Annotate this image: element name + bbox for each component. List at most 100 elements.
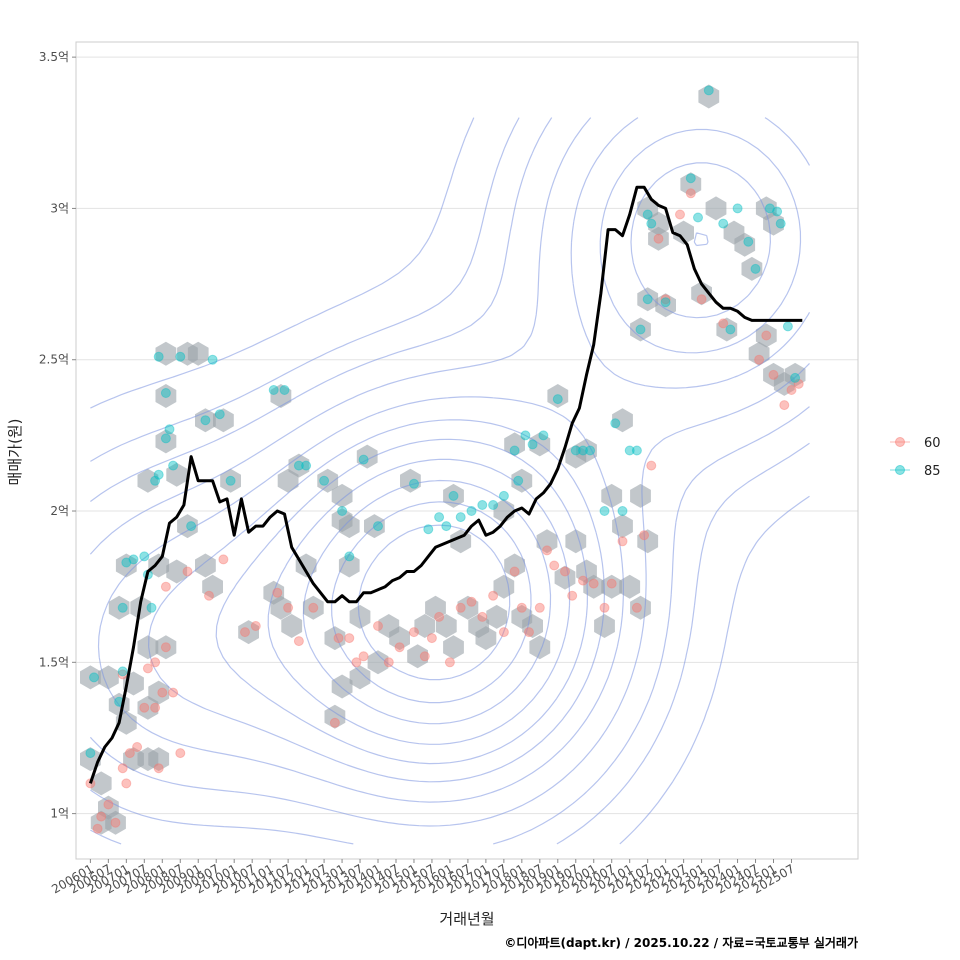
hexbin-cell xyxy=(648,226,669,251)
scatter-point-85 xyxy=(513,475,524,486)
x-axis-title: 거래년월 xyxy=(439,910,494,928)
y-axis: 1억 1.5억 2억 2.5억 3억 3.5억 xyxy=(39,50,76,821)
scatter-point-85 xyxy=(358,454,369,465)
scatter-point-60 xyxy=(685,188,696,199)
scatter-point-60 xyxy=(549,560,560,571)
density-contour xyxy=(331,501,532,704)
scatter-point-60 xyxy=(631,602,642,613)
scatter-point-85 xyxy=(693,212,703,223)
scatter-point-60 xyxy=(293,636,304,647)
hexbin-cell xyxy=(698,84,720,109)
legend-key-60 xyxy=(895,437,905,447)
density-contour xyxy=(357,524,511,681)
scatter-point-60 xyxy=(182,566,193,577)
x-axis: 2006012006072007012007072008012008072009… xyxy=(49,859,797,897)
hexbin-cell xyxy=(302,595,324,620)
scatter-point-85 xyxy=(409,478,419,489)
scatter-point-85 xyxy=(160,433,171,444)
scatter-point-60 xyxy=(409,627,419,638)
hexbin-cell xyxy=(414,614,436,638)
scatter-point-85 xyxy=(498,490,509,501)
scatter-point-60 xyxy=(383,657,394,668)
scatter-point-60 xyxy=(92,823,103,834)
y-tick-label: 3.5억 xyxy=(39,50,69,64)
scatter-point-60 xyxy=(150,657,161,668)
density-contour xyxy=(267,232,709,745)
density-contour xyxy=(215,162,771,765)
scatter-point-85 xyxy=(775,218,786,229)
hexbin-cell xyxy=(317,468,339,493)
scatter-point-85 xyxy=(207,354,218,365)
density-contour xyxy=(97,117,811,803)
scatter-point-60 xyxy=(150,702,161,713)
scatter-point-85 xyxy=(146,602,157,613)
scatter-point-60 xyxy=(329,717,340,728)
hexbin-cell xyxy=(105,810,126,835)
scatter-point-60 xyxy=(793,378,804,389)
scatter-point-60 xyxy=(617,536,628,547)
hexbin-cell xyxy=(187,341,209,366)
hexbin-cell xyxy=(637,287,659,312)
scatter-point-85 xyxy=(121,557,132,568)
scatter-point-85 xyxy=(466,506,477,516)
scatter-point-85 xyxy=(488,500,499,510)
scatter-point-60 xyxy=(153,763,164,774)
scatter-point-60 xyxy=(358,651,369,662)
scatter-point-60 xyxy=(96,811,107,822)
scatter-point-60 xyxy=(498,627,509,638)
scatter-point-85 xyxy=(743,236,754,247)
scatter-point-60 xyxy=(639,530,650,541)
scatter-point-85 xyxy=(635,324,646,335)
hexbin-cell xyxy=(547,384,569,408)
scatter-point-85 xyxy=(631,445,642,456)
hexbin-cell xyxy=(691,281,712,306)
scatter-point-85 xyxy=(153,351,164,362)
panel-border xyxy=(75,41,859,860)
scatter-point-85 xyxy=(200,415,211,426)
legend-key-85 xyxy=(895,465,905,475)
hexbin-cell xyxy=(748,341,770,366)
hexbin-cell xyxy=(137,695,159,720)
legend-label-85: 85 xyxy=(924,464,941,479)
hexbin-cell xyxy=(148,680,170,705)
scatter-point-85 xyxy=(448,490,459,501)
scatter-point-60 xyxy=(373,621,383,631)
trend-line xyxy=(88,185,803,784)
scatter-point-85 xyxy=(279,385,290,395)
scatter-point-85 xyxy=(139,551,150,562)
density-contour xyxy=(90,117,810,845)
hexbin-cell xyxy=(486,604,508,629)
hexbin-cell xyxy=(213,408,234,433)
y-tick-label: 1억 xyxy=(50,807,69,821)
hexbin-cell xyxy=(367,650,389,675)
hexbin-cell xyxy=(741,256,763,281)
hexbin-cell xyxy=(98,665,119,690)
scatter-point-60 xyxy=(599,602,610,613)
scatter-point-60 xyxy=(718,318,729,329)
density-contour xyxy=(89,117,810,827)
hexbin-cell xyxy=(511,468,533,493)
scatter-point-60 xyxy=(761,330,772,341)
hexbin-cell xyxy=(705,196,727,221)
hexbin-cell xyxy=(612,408,633,433)
hexbin-cell xyxy=(763,211,784,236)
hexbin-cell xyxy=(349,604,371,629)
hexbin-cell xyxy=(137,468,159,493)
scatter-point-85 xyxy=(434,512,445,523)
scatter-point-60 xyxy=(455,602,466,613)
scatter-point-60 xyxy=(488,590,499,601)
scatter-point-85 xyxy=(293,460,304,471)
scatter-point-60 xyxy=(204,590,214,601)
hexbin-cell xyxy=(601,574,623,599)
hexbin-cell xyxy=(673,220,694,245)
hexbin-cell xyxy=(755,323,777,348)
scatter-point-85 xyxy=(85,748,96,759)
scatter-point-60 xyxy=(132,742,143,752)
hexbin-cell xyxy=(716,317,738,342)
hexbin-cell xyxy=(270,595,292,620)
hexbin-cell xyxy=(324,704,346,729)
scatter-point-60 xyxy=(394,642,405,653)
scatter-point-60 xyxy=(117,763,128,774)
scatter-point-85 xyxy=(764,203,775,214)
hexbin-layer xyxy=(80,84,806,835)
